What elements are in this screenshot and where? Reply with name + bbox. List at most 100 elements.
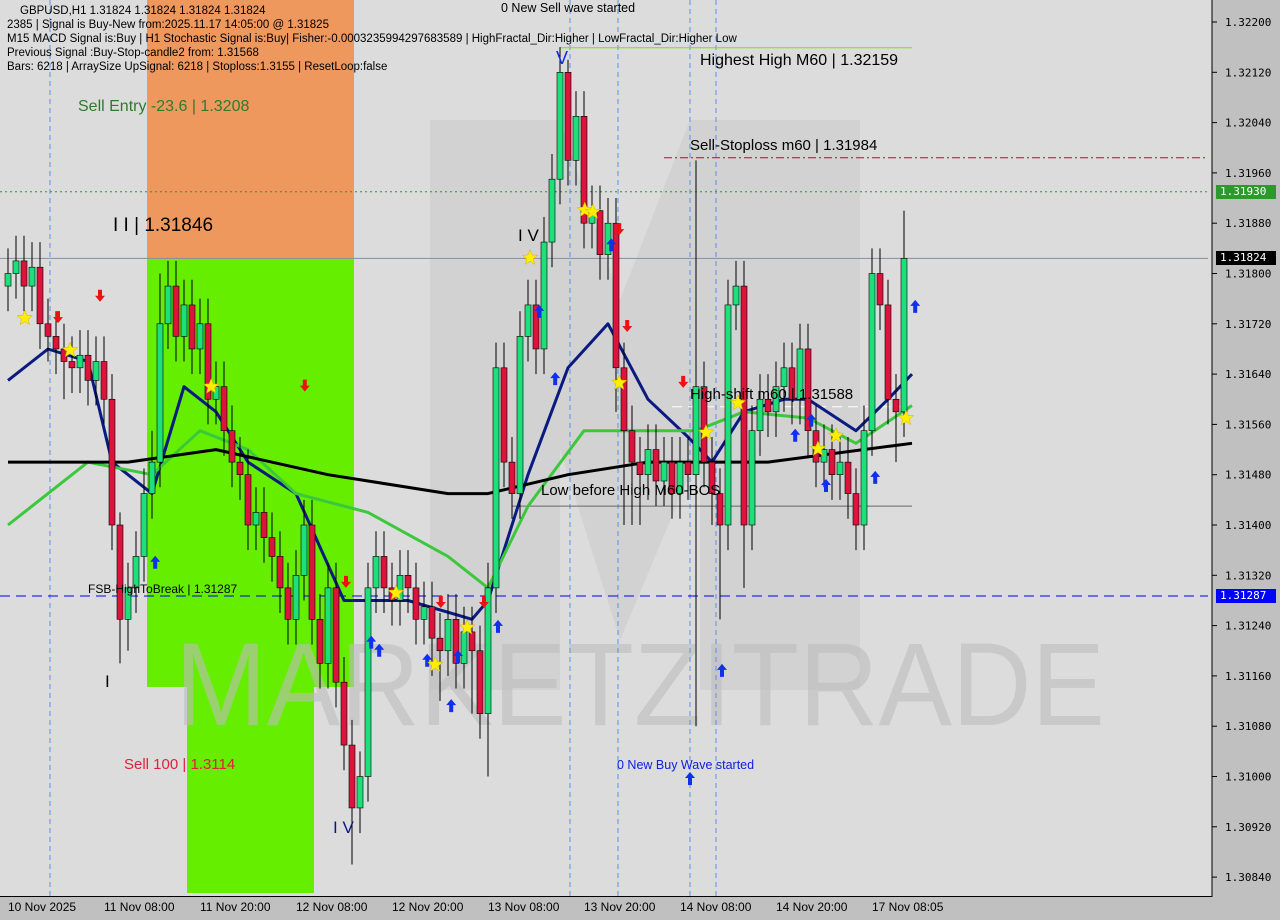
- bull-candle-body: [676, 461, 684, 494]
- price-axis-label: 1.31240: [1225, 620, 1271, 633]
- bear-candle-body: [508, 461, 516, 494]
- candle: [52, 311, 60, 375]
- bear-candle-body: [876, 273, 884, 306]
- candle: [668, 436, 676, 519]
- bull-candle-body: [140, 493, 148, 557]
- buy-arrow-icon: [870, 470, 881, 484]
- bear-candle-body: [620, 367, 628, 431]
- price-axis-label: 1.32120: [1225, 66, 1271, 79]
- bear-candle-body: [228, 430, 236, 463]
- buy-arrow-icon: [910, 299, 921, 313]
- candle: [372, 531, 380, 614]
- bull-candle-body: [444, 619, 452, 652]
- candle: [12, 235, 20, 299]
- candle: [348, 719, 356, 865]
- candle: [284, 562, 292, 645]
- candle: [828, 424, 836, 500]
- buy-arrow-icon: [422, 653, 433, 667]
- candle: [92, 336, 100, 406]
- time-axis-label: 13 Nov 20:00: [584, 900, 656, 914]
- candle: [796, 323, 804, 425]
- candle: [716, 468, 724, 620]
- candle: [108, 374, 116, 551]
- bull-candle-body: [76, 354, 84, 369]
- candle: [28, 242, 36, 312]
- bear-candle-body: [668, 461, 676, 494]
- candle: [612, 198, 620, 412]
- price-axis-label: 1.31080: [1225, 720, 1271, 733]
- fsb-level-price-tag: 1.31287: [1216, 589, 1276, 603]
- candle: [164, 260, 172, 349]
- signal-star-icon: [610, 374, 628, 390]
- bull-candle-body: [292, 574, 300, 620]
- bull-candle-body: [772, 386, 780, 413]
- candle: [332, 562, 340, 708]
- time-axis-label: 14 Nov 20:00: [776, 900, 848, 914]
- candle: [756, 374, 764, 456]
- bear-candle-body: [892, 398, 900, 413]
- price-axis-label: 1.31800: [1225, 268, 1271, 281]
- time-axis-label: 11 Nov 20:00: [200, 900, 271, 914]
- price-axis-label: 1.31880: [1225, 217, 1271, 230]
- candle: [500, 342, 508, 488]
- time-axis-label: 13 Nov 08:00: [488, 900, 560, 914]
- candle: [700, 361, 708, 488]
- candle: [780, 342, 788, 412]
- bear-candle-body: [340, 681, 348, 746]
- wave-iv-top-label: I V: [518, 226, 539, 245]
- bear-candle-body: [284, 587, 292, 620]
- candle: [220, 361, 228, 456]
- bear-candle-body: [220, 386, 228, 431]
- candle: [340, 657, 348, 771]
- candle: [788, 342, 796, 425]
- signal-star-icon: [202, 378, 220, 394]
- bear-candle-body: [708, 461, 716, 494]
- candle: [244, 449, 252, 551]
- candle: [852, 468, 860, 551]
- sell-arrow-icon: [341, 575, 351, 588]
- bull-candle-body: [820, 449, 828, 463]
- candle: [172, 260, 180, 362]
- bull-candle-body: [372, 556, 380, 589]
- high-shift-label: High-shift m60 | 1.31588: [690, 386, 854, 403]
- sell-arrow-icon: [53, 311, 63, 324]
- bear-candle-body: [260, 512, 268, 538]
- bull-candle-body: [724, 304, 732, 526]
- bull-candle-body: [420, 606, 428, 620]
- header-symbol-line: GBPUSD,H1 1.31824 1.31824 1.31824 1.3182…: [20, 5, 266, 17]
- bear-candle-body: [436, 637, 444, 652]
- bear-candle-body: [108, 398, 116, 526]
- candle: [748, 405, 756, 551]
- signal-star-icon: [827, 427, 845, 443]
- header-previous-signal: Previous Signal :Buy-Stop-candle2 from: …: [7, 47, 259, 59]
- candle: [228, 405, 236, 488]
- price-axis-label: 1.31400: [1225, 519, 1271, 532]
- candle: [620, 342, 628, 525]
- bear-candle-body: [116, 524, 124, 620]
- wave-ii-label: I I | 1.31846: [113, 215, 214, 236]
- signal-star-icon: [521, 249, 539, 265]
- bear-candle-body: [84, 354, 92, 381]
- buy-arrow-icon: [453, 650, 463, 664]
- candle: [20, 235, 28, 312]
- bear-candle-body: [68, 361, 76, 369]
- bear-candle-body: [636, 461, 644, 475]
- candle: [380, 531, 388, 614]
- candle: [516, 311, 524, 519]
- time-axis-label: 14 Nov 08:00: [680, 900, 752, 914]
- candle: [316, 594, 324, 689]
- bull-candle-body: [524, 304, 532, 337]
- bear-candle-body: [276, 556, 284, 589]
- sell-100-label: Sell 100 | 1.3114: [124, 756, 236, 773]
- candle: [556, 47, 564, 205]
- bear-candle-body: [852, 493, 860, 526]
- buy-arrow-icon: [821, 479, 831, 493]
- candle: [580, 91, 588, 249]
- candle: [476, 625, 484, 739]
- candle: [452, 594, 460, 689]
- price-axis-label: 1.31640: [1225, 368, 1271, 381]
- candle: [76, 330, 84, 393]
- signal-star-icon: [729, 394, 747, 411]
- bear-candle-body: [404, 574, 412, 589]
